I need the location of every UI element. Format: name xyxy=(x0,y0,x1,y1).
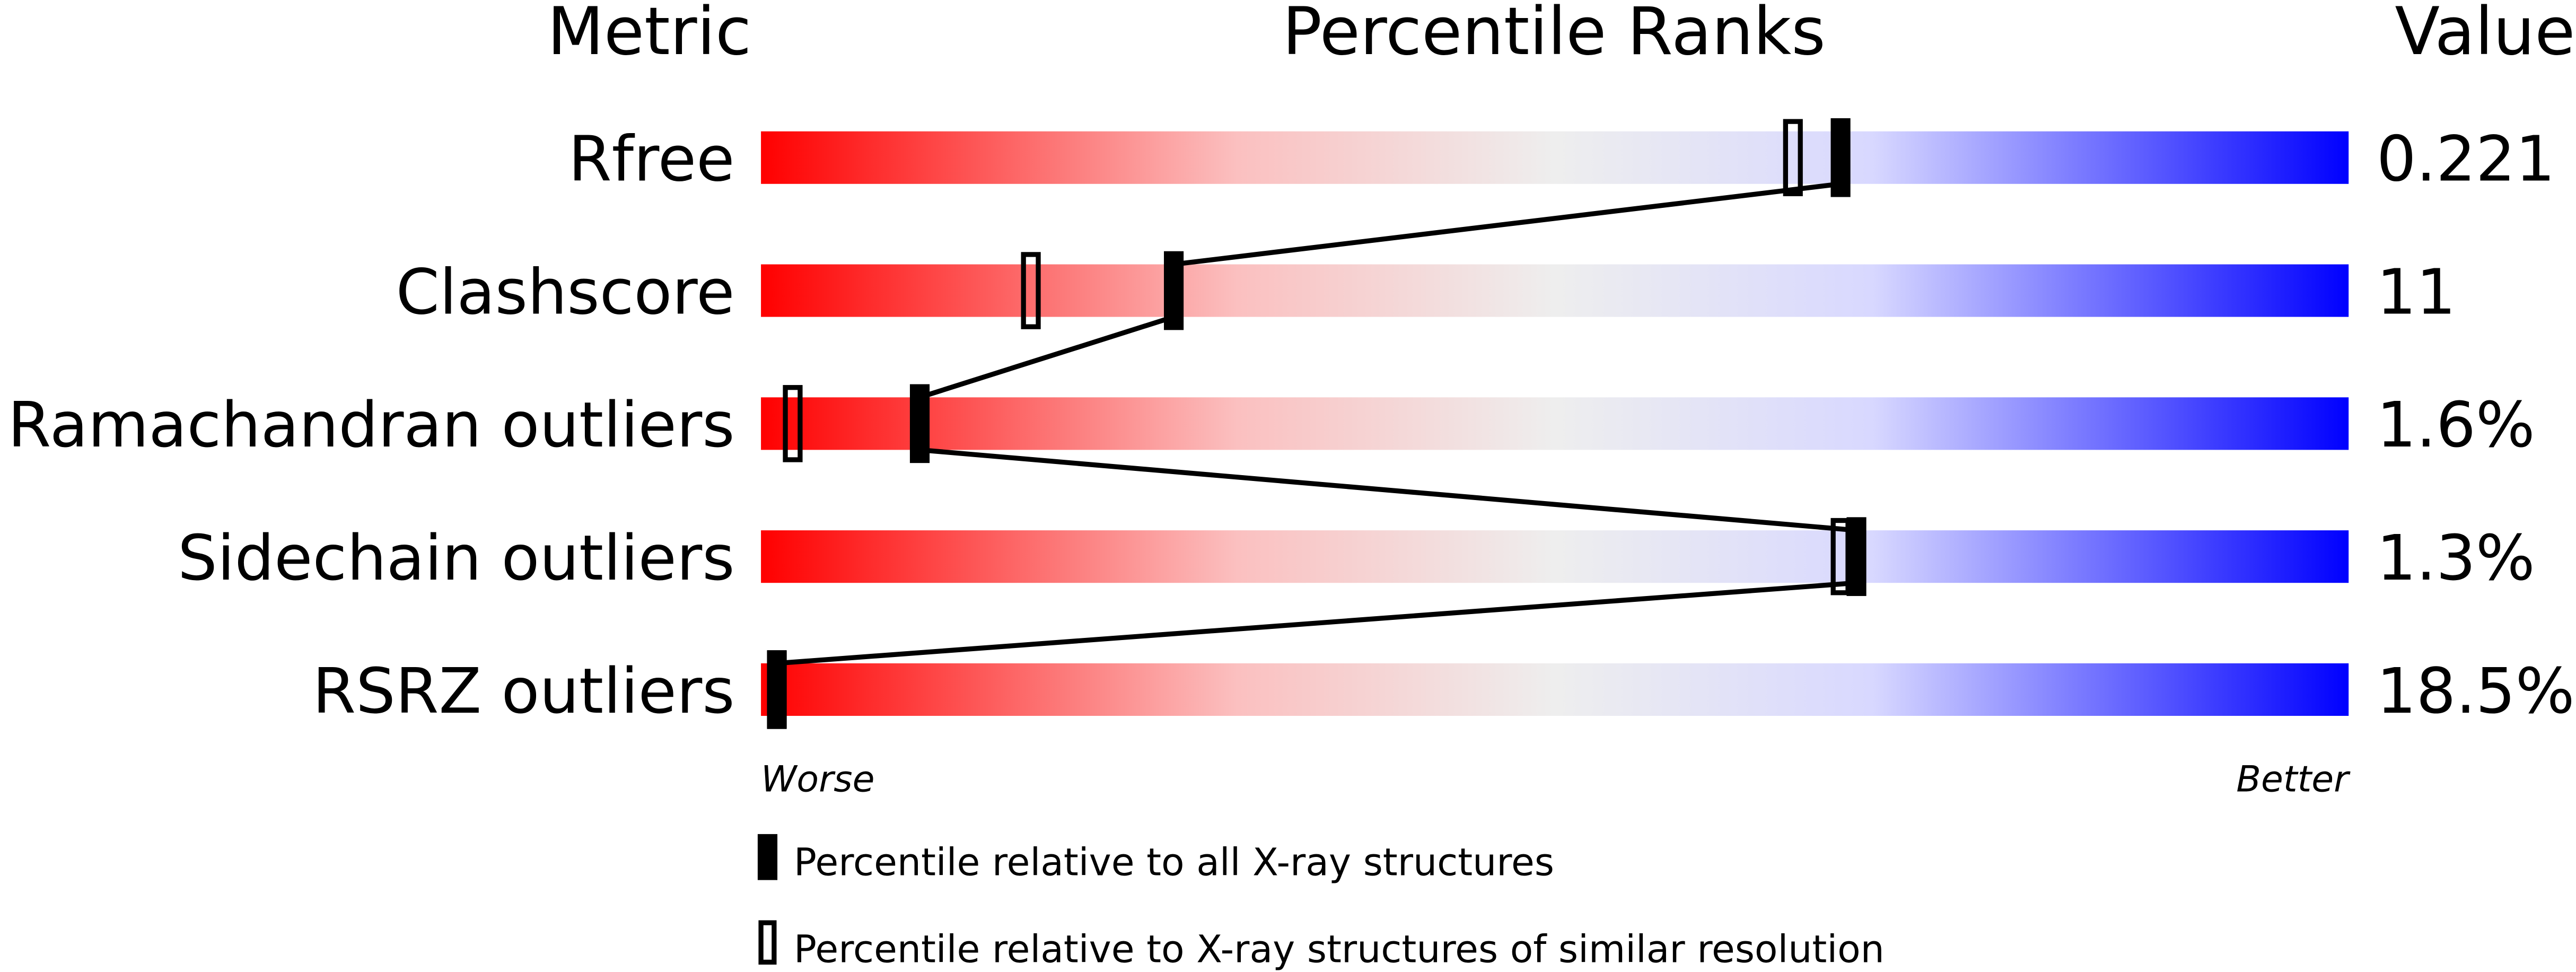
percentile-bar xyxy=(761,131,2349,184)
marker-all-structures xyxy=(1163,251,1184,330)
axis-label-worse: Worse xyxy=(761,758,874,800)
percentile-bar xyxy=(761,264,2349,317)
marker-all-structures xyxy=(767,650,787,729)
metric-value: 11 xyxy=(2377,256,2456,328)
axis-label-better: Better xyxy=(2236,758,2351,800)
marker-all-structures xyxy=(1830,118,1851,197)
connector-line xyxy=(1173,181,1841,267)
marker-similar-resolution xyxy=(1021,252,1041,329)
percentile-bar xyxy=(761,397,2349,450)
legend-filled-label: Percentile relative to all X-ray structu… xyxy=(794,840,1554,884)
header-value: Value xyxy=(2395,0,2575,70)
marker-similar-resolution xyxy=(1783,119,1803,197)
header-percentile-ranks: Percentile Ranks xyxy=(1282,0,1825,70)
metric-label: Sidechain outliers xyxy=(178,522,734,594)
marker-all-structures xyxy=(1846,517,1867,596)
percentile-bar xyxy=(761,530,2349,583)
metric-label: Rfree xyxy=(568,123,735,196)
metric-value: 1.3% xyxy=(2377,522,2535,594)
metric-label: Ramachandran outliers xyxy=(8,389,735,461)
metric-value: 18.5% xyxy=(2377,655,2575,728)
connector-line xyxy=(776,580,1857,666)
legend-filled-marker xyxy=(757,834,778,880)
legend-open-label: Percentile relative to X-ray structures … xyxy=(794,927,1885,971)
metric-value: 0.221 xyxy=(2377,123,2555,196)
percentile-bar xyxy=(761,663,2349,716)
marker-all-structures xyxy=(909,384,930,463)
legend-open-marker xyxy=(758,920,777,965)
marker-similar-resolution xyxy=(783,385,803,462)
metric-value: 1.6% xyxy=(2377,389,2535,461)
metric-label: RSRZ outliers xyxy=(312,655,734,728)
metric-label: Clashscore xyxy=(396,256,735,328)
connector-line xyxy=(919,314,1175,400)
connector-line xyxy=(919,447,1857,533)
header-metric: Metric xyxy=(547,0,751,70)
